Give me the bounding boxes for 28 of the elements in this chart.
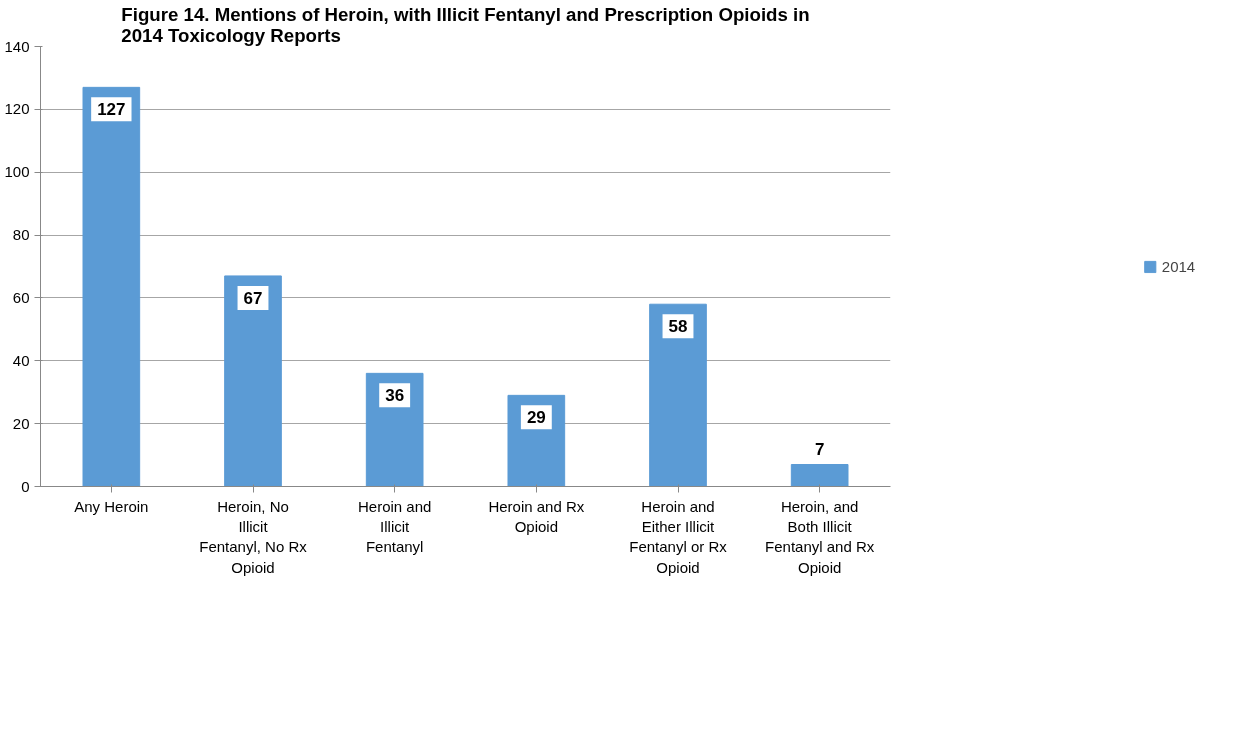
y-tick-label: 120 bbox=[4, 100, 30, 118]
y-tick-label: 140 bbox=[4, 37, 30, 55]
data-label: 36 bbox=[385, 386, 405, 406]
y-tick-label: 60 bbox=[12, 288, 30, 306]
data-label: 29 bbox=[526, 408, 546, 428]
legend-label: 2014 bbox=[1161, 257, 1196, 275]
bar bbox=[82, 86, 141, 487]
bar bbox=[649, 303, 707, 487]
data-label: 7 bbox=[814, 439, 825, 459]
x-tick-label: Heroin and Rx Opioid bbox=[488, 497, 585, 535]
chart-title: Figure 14. Mentions of Heroin, with Illicit Fentanyl and Prescription Opioids in 2014 Toxicology Reports bbox=[121, 3, 810, 46]
data-label: 58 bbox=[668, 317, 688, 337]
x-tick-label: Heroin and Illicit Fentanyl bbox=[357, 497, 432, 556]
data-label: 67 bbox=[243, 288, 263, 308]
x-tick-label: Any Heroin bbox=[74, 497, 149, 515]
y-tick-label: 80 bbox=[12, 226, 30, 244]
x-tick-label: Heroin, No Illicit Fentanyl, No Rx Opioid bbox=[199, 497, 308, 576]
bar bbox=[790, 464, 849, 487]
y-tick-label: 0 bbox=[21, 477, 30, 495]
y-tick-label: 100 bbox=[4, 163, 30, 181]
data-label: 127 bbox=[97, 100, 126, 120]
y-tick-label: 40 bbox=[12, 351, 30, 369]
bar bbox=[224, 275, 282, 487]
y-tick-label: 20 bbox=[12, 414, 30, 432]
x-tick-label: Heroin, and Both Illicit Fentanyl and Rx Opioid bbox=[765, 497, 875, 576]
x-tick-label: Heroin and Either Illicit Fentanyl or Rx Opioid bbox=[629, 497, 728, 576]
bar bbox=[507, 394, 566, 487]
bar bbox=[365, 372, 424, 487]
